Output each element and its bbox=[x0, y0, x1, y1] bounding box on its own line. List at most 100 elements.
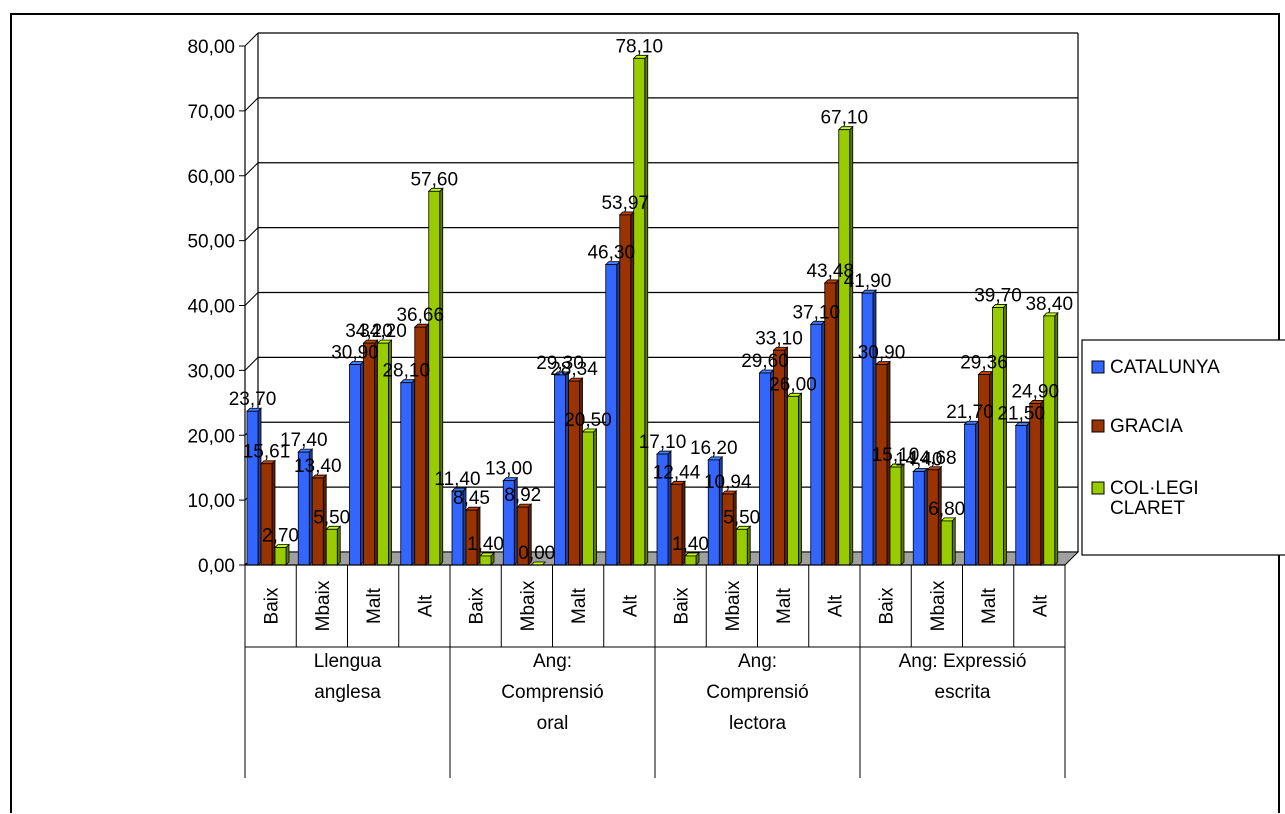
bar-side bbox=[975, 420, 979, 566]
y-tick-label: 50,00 bbox=[187, 232, 235, 253]
gridline-side bbox=[244, 292, 259, 306]
data-label: 28,34 bbox=[550, 359, 598, 380]
data-label: 46,30 bbox=[587, 243, 635, 264]
legend-box bbox=[1081, 339, 1285, 556]
data-label: 43,48 bbox=[806, 261, 854, 282]
data-label: 5,50 bbox=[723, 507, 760, 528]
bar-side bbox=[951, 516, 956, 566]
data-label: 30,90 bbox=[858, 343, 906, 364]
bar bbox=[619, 214, 632, 566]
x-tick-label: Mbaix bbox=[723, 580, 744, 631]
legend-swatch bbox=[1091, 419, 1105, 433]
data-label: 17,40 bbox=[280, 430, 328, 451]
bar bbox=[479, 555, 492, 566]
data-label: 41,90 bbox=[844, 271, 892, 292]
gridline-side bbox=[244, 227, 259, 241]
bar bbox=[363, 342, 375, 566]
bar-side bbox=[872, 289, 877, 566]
bar-side bbox=[374, 339, 378, 566]
data-label: 29,30 bbox=[536, 353, 584, 374]
bar bbox=[1015, 425, 1028, 566]
bar bbox=[721, 493, 734, 566]
bar-side bbox=[360, 360, 364, 566]
bar-side bbox=[616, 260, 621, 566]
bar bbox=[1043, 315, 1056, 566]
bar-side bbox=[411, 378, 416, 566]
data-label: 8,92 bbox=[504, 485, 541, 506]
data-label: 23,70 bbox=[229, 389, 277, 410]
group-label: Comprensió bbox=[706, 682, 808, 703]
x-tick-label: Mbaix bbox=[518, 580, 539, 631]
bar-side bbox=[439, 187, 444, 566]
data-label: 6,80 bbox=[928, 499, 965, 520]
y-tick-label: 80,00 bbox=[187, 37, 235, 58]
bar bbox=[633, 57, 646, 566]
bar bbox=[246, 410, 259, 566]
data-label: 17,10 bbox=[639, 432, 687, 453]
data-label: 39,70 bbox=[974, 285, 1022, 306]
bar bbox=[274, 547, 287, 566]
x-tick-label: Mbaix bbox=[928, 580, 949, 631]
x-tick-label: Alt bbox=[415, 594, 436, 617]
data-label: 8,45 bbox=[453, 488, 490, 509]
bar bbox=[684, 555, 697, 566]
bar bbox=[838, 129, 851, 566]
bar bbox=[554, 374, 566, 566]
data-label: 38,40 bbox=[1025, 294, 1073, 315]
bar bbox=[582, 431, 594, 566]
gridline-side bbox=[244, 162, 259, 177]
bar-side bbox=[849, 125, 854, 566]
x-tick-label: Baix bbox=[467, 587, 488, 624]
y-tick-label: 20,00 bbox=[187, 426, 235, 447]
x-tick-label: Alt bbox=[620, 594, 641, 617]
legend-label: CLARET bbox=[1110, 498, 1185, 519]
x-tick-label: Malt bbox=[979, 587, 1000, 624]
y-tick-label: 30,00 bbox=[187, 361, 235, 382]
bar bbox=[861, 292, 874, 566]
data-label: 30,90 bbox=[331, 343, 379, 364]
y-tick-label: 60,00 bbox=[187, 167, 235, 188]
gridline-side bbox=[244, 357, 259, 371]
x-tick-label: Baix bbox=[672, 587, 693, 624]
bar-side bbox=[644, 54, 649, 566]
y-tick-label: 40,00 bbox=[187, 297, 235, 318]
data-label: 10,94 bbox=[704, 472, 752, 493]
data-label: 29,36 bbox=[960, 353, 1008, 374]
bar bbox=[325, 528, 338, 566]
legend-label: CATALUNYA bbox=[1110, 357, 1220, 378]
bar bbox=[889, 466, 902, 566]
data-label: 13,40 bbox=[294, 456, 342, 477]
x-tick-label: Malt bbox=[569, 587, 590, 624]
data-label: 11,40 bbox=[434, 469, 480, 490]
data-label: 26,00 bbox=[769, 374, 817, 395]
bar-side bbox=[798, 392, 802, 566]
data-label: 67,10 bbox=[820, 108, 868, 129]
bar-side bbox=[271, 459, 276, 566]
group-label: escrita bbox=[935, 682, 991, 703]
data-label: 57,60 bbox=[410, 169, 458, 190]
bar bbox=[428, 190, 441, 566]
data-label: 21,70 bbox=[946, 402, 994, 423]
group-label: Comprensió bbox=[501, 682, 603, 703]
data-label: 78,10 bbox=[615, 36, 663, 57]
data-label: 34,20 bbox=[359, 321, 407, 342]
x-tick-label: Mbaix bbox=[313, 580, 334, 631]
y-tick-label: 10,00 bbox=[187, 491, 235, 512]
data-label: 5,50 bbox=[313, 507, 350, 528]
bar-side bbox=[630, 210, 635, 566]
bar bbox=[1029, 403, 1042, 566]
bar-side bbox=[593, 428, 597, 566]
bar bbox=[735, 528, 748, 566]
data-label: 33,10 bbox=[755, 328, 803, 349]
bar bbox=[400, 382, 413, 566]
data-label: 37,10 bbox=[792, 302, 840, 323]
legend-swatch bbox=[1091, 360, 1105, 374]
bar bbox=[810, 323, 823, 566]
legend-swatch bbox=[1091, 481, 1105, 495]
data-label: 14,68 bbox=[909, 448, 957, 469]
group-label: oral bbox=[537, 713, 569, 734]
data-label: 20,50 bbox=[564, 410, 612, 431]
x-tick-label: Baix bbox=[877, 587, 898, 624]
data-label: 14,40 bbox=[895, 450, 943, 471]
gridline-side bbox=[244, 32, 259, 47]
